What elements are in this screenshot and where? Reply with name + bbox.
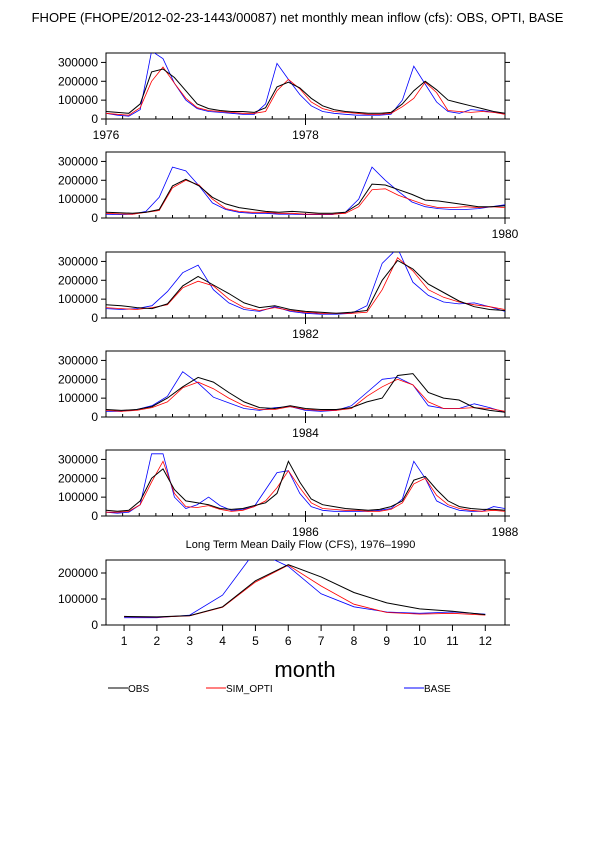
legend-label: OBS	[128, 684, 149, 695]
y-tick-label: 100000	[58, 592, 98, 606]
series-line-sim-opti	[106, 179, 505, 215]
y-tick-label: 0	[91, 618, 98, 632]
y-tick-label: 300000	[58, 55, 98, 69]
series-line-base	[106, 453, 505, 514]
y-tick-label: 100000	[58, 93, 98, 107]
y-tick-label: 300000	[58, 353, 98, 367]
y-tick-label: 300000	[58, 254, 98, 268]
plot-frame	[105, 449, 506, 517]
x-tick-label: 1978	[292, 128, 319, 142]
series-line-obs	[106, 259, 505, 314]
chart-title: FHOPE (FHOPE/2012-02-23-1443/00087) net …	[31, 10, 564, 25]
y-tick-label: 100000	[58, 490, 98, 504]
y-tick-label: 0	[91, 509, 98, 523]
y-tick-label: 100000	[58, 391, 98, 405]
legend-label: SIM_OPTI	[226, 684, 273, 695]
chart-panel-4: 0 100000 200000 300000 1984	[58, 350, 510, 440]
plot-frame	[105, 251, 506, 319]
chart-panel-2: 0 100000 200000 300000 1980	[58, 151, 519, 241]
y-tick-label: 0	[91, 112, 98, 126]
series-line-base	[106, 371, 505, 413]
y-tick-label: 200000	[58, 372, 98, 386]
x-tick-label: 6	[285, 634, 292, 648]
plot-frame	[105, 151, 506, 219]
y-tick-label: 0	[91, 410, 98, 424]
plot-frame	[105, 350, 506, 418]
x-tick-label: 5	[252, 634, 259, 648]
legend-label: BASE	[424, 684, 451, 695]
chart-panel-3: 0 100000 200000 300000 1982	[58, 251, 510, 341]
plot-frame	[105, 559, 506, 626]
chart-panel-5: 0 100000 200000 300000 1986 1988	[58, 449, 519, 539]
x-tick-label: 4	[219, 634, 226, 648]
series-line-obs	[124, 564, 486, 618]
series-line-sim-opti	[106, 460, 505, 513]
y-tick-label: 200000	[58, 74, 98, 88]
series-line-sim-opti	[106, 66, 505, 116]
x-tick-label: 8	[351, 634, 358, 648]
panel-title: Long Term Mean Daily Flow (CFS), 1976–19…	[186, 539, 416, 551]
x-tick-label: 10	[413, 634, 427, 648]
y-tick-label: 100000	[58, 292, 98, 306]
y-tick-label: 100000	[58, 192, 98, 206]
y-tick-label: 0	[91, 311, 98, 325]
x-tick-label: 1986	[292, 525, 319, 539]
x-tick-label: 11	[446, 634, 459, 648]
y-tick-label: 200000	[58, 566, 98, 580]
x-tick-label: 9	[383, 634, 390, 648]
series-line-sim-opti	[106, 378, 505, 412]
y-tick-label: 200000	[58, 273, 98, 287]
series-line-base	[124, 560, 486, 619]
x-tick-label: 1980	[492, 227, 519, 241]
y-tick-label: 200000	[58, 173, 98, 187]
y-tick-label: 0	[91, 211, 98, 225]
x-tick-label: 1988	[492, 525, 519, 539]
y-tick-label: 300000	[58, 452, 98, 466]
x-tick-label: 1982	[292, 327, 319, 341]
y-tick-label: 300000	[58, 154, 98, 168]
series-line-obs	[106, 68, 505, 114]
chart-panel-1: 0 100000 200000 300000 1976 1978	[58, 52, 510, 142]
x-tick-label: 3	[186, 634, 193, 648]
x-tick-label: 7	[318, 634, 325, 648]
x-tick-label: 12	[479, 634, 493, 648]
series-line-base	[106, 252, 505, 315]
series-line-obs	[106, 460, 505, 512]
series-line-base	[106, 166, 505, 216]
series-line-obs	[106, 178, 505, 214]
series-line-base	[106, 53, 505, 117]
x-axis-label: month	[274, 657, 335, 682]
x-tick-label: 1984	[292, 426, 319, 440]
x-tick-label: 2	[154, 634, 161, 648]
series-line-sim-opti	[106, 257, 505, 314]
x-tick-label: 1976	[93, 128, 120, 142]
y-tick-label: 200000	[58, 471, 98, 485]
legend: OBS SIM_OPTI BASE	[108, 684, 451, 695]
x-tick-label: 1	[121, 634, 128, 648]
series-line-obs	[106, 373, 505, 413]
